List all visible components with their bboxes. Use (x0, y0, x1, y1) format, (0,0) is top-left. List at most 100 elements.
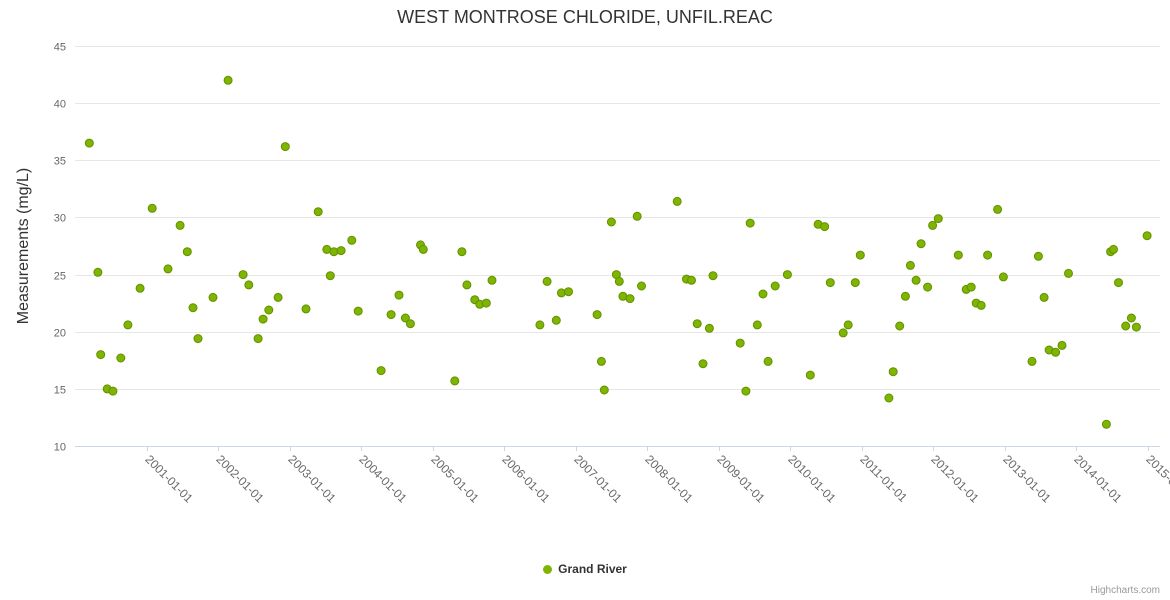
data-point[interactable] (405, 319, 415, 329)
data-point[interactable] (782, 270, 792, 280)
credits-link[interactable]: Highcharts.com (1090, 585, 1160, 596)
data-point[interactable] (487, 275, 497, 285)
data-point[interactable] (1033, 251, 1043, 261)
data-point[interactable] (1064, 268, 1073, 278)
data-point[interactable] (301, 304, 311, 314)
data-point[interactable] (1142, 231, 1152, 241)
data-point[interactable] (163, 264, 173, 274)
data-point[interactable] (450, 376, 460, 386)
data-point[interactable] (606, 217, 616, 227)
data-point[interactable] (1109, 244, 1118, 254)
data-point[interactable] (741, 386, 751, 396)
data-point[interactable] (564, 287, 573, 297)
data-point[interactable] (911, 275, 921, 285)
data-point[interactable] (625, 294, 635, 304)
data-point[interactable] (1027, 356, 1037, 366)
data-point[interactable] (928, 220, 938, 230)
data-point[interactable] (758, 289, 768, 299)
data-point[interactable] (193, 334, 203, 344)
data-point[interactable] (820, 222, 830, 232)
data-point[interactable] (614, 276, 624, 286)
data-point[interactable] (888, 367, 898, 377)
data-point[interactable] (632, 211, 642, 221)
data-point[interactable] (763, 356, 773, 366)
data-point[interactable] (353, 306, 363, 316)
data-point[interactable] (933, 214, 943, 224)
data-point[interactable] (1057, 340, 1067, 350)
data-point[interactable] (93, 267, 103, 277)
data-point[interactable] (182, 247, 192, 257)
data-point[interactable] (325, 271, 335, 281)
data-point[interactable] (998, 272, 1008, 282)
data-point[interactable] (96, 350, 106, 360)
data-point[interactable] (223, 75, 233, 85)
data-point[interactable] (336, 246, 346, 256)
data-point[interactable] (400, 313, 410, 323)
data-point[interactable] (805, 370, 815, 380)
data-point[interactable] (116, 353, 126, 363)
data-point[interactable] (1051, 347, 1061, 357)
data-point[interactable] (825, 278, 835, 288)
data-point[interactable] (850, 278, 860, 288)
data-point[interactable] (770, 281, 780, 291)
data-point[interactable] (698, 359, 708, 369)
data-point[interactable] (376, 366, 386, 376)
data-point[interactable] (280, 142, 290, 152)
data-point[interactable] (884, 393, 894, 403)
data-point[interactable] (462, 280, 472, 290)
data-point[interactable] (535, 320, 545, 330)
data-point[interactable] (687, 275, 696, 285)
data-point[interactable] (993, 204, 1003, 214)
data-point[interactable] (329, 247, 339, 257)
data-point[interactable] (1101, 419, 1111, 429)
data-point[interactable] (273, 292, 283, 302)
data-point[interactable] (108, 386, 118, 396)
data-point[interactable] (735, 338, 745, 348)
data-point[interactable] (264, 305, 274, 315)
data-point[interactable] (895, 321, 905, 331)
data-point[interactable] (1126, 313, 1136, 323)
data-point[interactable] (481, 298, 491, 308)
data-point[interactable] (843, 320, 853, 330)
data-point[interactable] (596, 356, 606, 366)
data-point[interactable] (175, 220, 185, 230)
data-point[interactable] (838, 328, 848, 338)
data-point[interactable] (1131, 322, 1141, 332)
data-point[interactable] (916, 239, 926, 249)
data-point[interactable] (976, 300, 986, 310)
data-point[interactable] (123, 320, 133, 330)
data-point[interactable] (708, 271, 718, 281)
data-point[interactable] (1114, 278, 1123, 288)
data-point[interactable] (551, 315, 561, 325)
data-point[interactable] (953, 250, 963, 260)
data-point[interactable] (258, 314, 268, 324)
data-point[interactable] (855, 250, 865, 260)
data-point[interactable] (147, 203, 157, 213)
data-point[interactable] (900, 291, 910, 301)
data-point[interactable] (704, 323, 714, 333)
data-point[interactable] (966, 282, 976, 292)
data-point[interactable] (386, 310, 396, 320)
data-point[interactable] (637, 281, 646, 291)
data-point[interactable] (253, 334, 263, 344)
data-point[interactable] (208, 292, 218, 302)
data-point[interactable] (752, 320, 762, 330)
data-point[interactable] (188, 303, 198, 313)
data-point[interactable] (745, 218, 755, 228)
data-point[interactable] (542, 276, 552, 286)
data-point[interactable] (457, 247, 467, 257)
data-point[interactable] (394, 290, 404, 300)
data-point[interactable] (592, 310, 602, 320)
data-point[interactable] (692, 319, 702, 329)
data-point[interactable] (313, 207, 323, 217)
data-point[interactable] (923, 282, 933, 292)
data-point[interactable] (238, 270, 248, 280)
data-point[interactable] (599, 385, 609, 395)
data-point[interactable] (905, 260, 915, 270)
data-point[interactable] (347, 235, 357, 245)
data-point[interactable] (418, 244, 428, 254)
data-point[interactable] (84, 138, 94, 148)
data-point[interactable] (672, 196, 682, 206)
data-point[interactable] (1121, 321, 1131, 331)
data-point[interactable] (1039, 292, 1049, 302)
